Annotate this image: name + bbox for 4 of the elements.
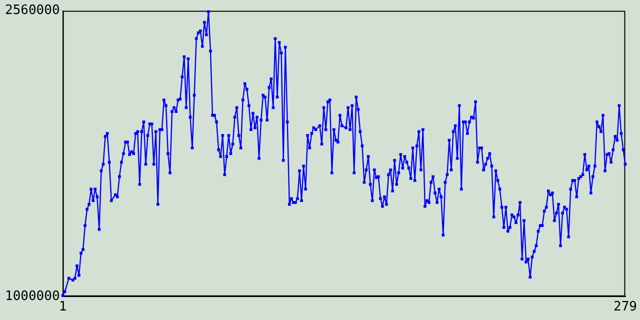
y-tick-label: 2560000	[4, 3, 60, 18]
x-tick-label: 279	[614, 300, 637, 315]
y-tick-label: 1000000	[4, 288, 60, 304]
x-tick-label: 1	[58, 300, 67, 315]
